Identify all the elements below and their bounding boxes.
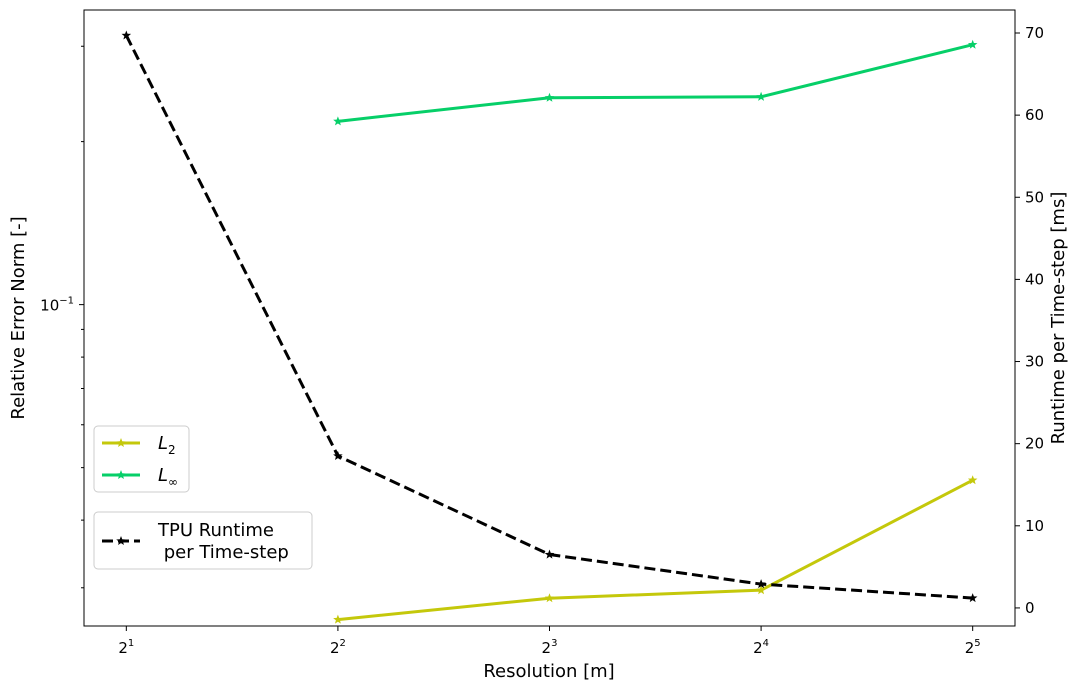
data-point-star-marker [544,92,555,102]
data-point-star-marker [756,579,766,589]
data-point-star-marker [544,593,555,603]
data-point-star-marker [756,585,766,595]
x-tick-label: 25 [965,638,981,657]
legend-label-runtime-line: TPU Runtime [157,520,274,541]
series-line-1 [337,43,974,123]
legend-star-marker [116,536,126,546]
y-left-axis-ticks: 10−1 [40,45,84,589]
x-axis-ticks: 21 22 23 24 25 [118,626,981,657]
legend-label-0: L2 [158,433,176,457]
y-right-tick-label: 20 [1025,435,1044,453]
y-left-axis-title: Relative Error Norm [-] [8,216,29,419]
y-right-tick-label: 10 [1025,517,1044,535]
y-right-axis-ticks: 0 10 20 30 40 50 60 70 [1015,24,1044,617]
data-point-star-marker [967,593,978,603]
y-right-tick-label: 30 [1025,353,1044,371]
data-point-star-marker [333,614,343,624]
data-point-star-marker [333,116,343,126]
legend-star-marker [116,470,126,480]
y-right-axis-title: Runtime per Time-step [ms] [1048,192,1069,445]
data-point-star-marker [967,475,978,485]
data-point-star-marker [544,549,555,559]
series-line-0 [337,478,974,622]
x-tick-label: 22 [330,638,346,657]
y-right-tick-label: 40 [1025,270,1044,288]
x-tick-label: 23 [542,638,558,657]
data-point-star-marker [121,30,132,40]
legend-label-1: L∞ [158,465,178,489]
series-layer [121,30,978,624]
y-right-tick-label: 60 [1025,106,1044,124]
x-tick-label: 21 [118,638,134,657]
data-point-star-marker [333,450,343,461]
y-right-tick-label: 50 [1025,188,1044,206]
x-tick-label: 24 [753,638,769,657]
y-left-tick-label: 10−1 [40,296,74,315]
data-point-star-marker [756,91,766,101]
legend-layer: L2 L∞ TPU Runtime per Time-step [93,425,313,570]
y-right-tick-label: 70 [1025,24,1044,42]
x-axis-title: Resolution [m] [483,661,614,682]
legend-box-runtime [93,511,313,570]
data-point-star-marker [967,39,978,49]
legend-star-marker [116,438,126,448]
legend-label-runtime-line: per Time-step [158,542,289,563]
y-right-tick-label: 0 [1025,599,1035,617]
